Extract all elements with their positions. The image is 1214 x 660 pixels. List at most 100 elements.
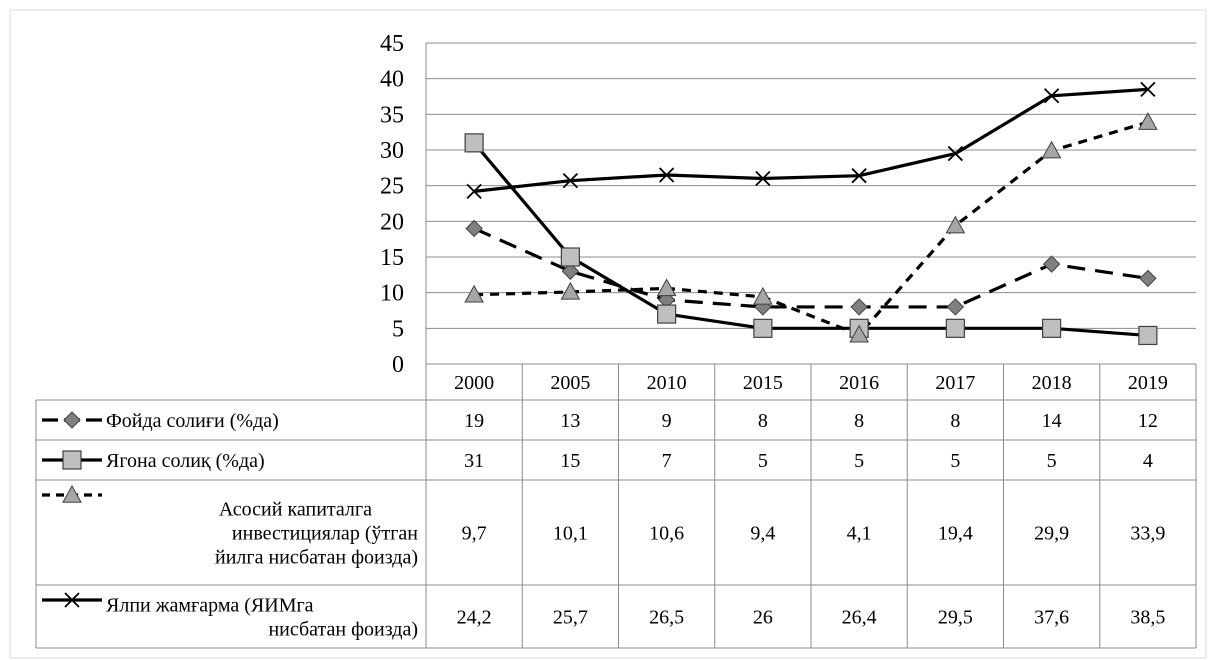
data-point [561,262,580,280]
data-point [1042,318,1062,338]
y-tick-label: 20 [380,209,404,235]
series-line [474,120,1149,337]
data-point [465,219,483,238]
data-point [464,284,484,303]
legend-entry: Асосий капиталга [219,499,372,521]
chart-frame [9,9,1207,659]
data-point [464,133,484,153]
data-point [753,318,773,338]
data-label: 25,7 [553,607,588,629]
category-label: 2018 [1032,372,1072,394]
data-point [1138,325,1158,346]
legend-entry: Ялпи жамғарма (ЯИМга [106,595,314,617]
data-point [947,145,964,162]
legend-key-marker [62,484,82,503]
series-line [473,227,1149,309]
y-tick-label: 40 [380,67,404,93]
y-axis-ticks: 0 5 10 15 20 25 30 35 40 45 [380,31,404,378]
data-label: 14 [1042,410,1062,432]
data-point [755,170,771,187]
y-tick-label: 30 [380,138,404,164]
y-tick-label: 45 [380,31,404,57]
data-point [1140,81,1156,98]
data-point [1042,255,1061,273]
data-point [657,304,677,324]
series-line [473,87,1148,193]
data-label: 19,4 [938,523,973,545]
data-point [945,318,965,338]
data-label: 8 [950,410,960,432]
category-label: 2010 [647,372,687,394]
data-label: 33,9 [1130,523,1165,545]
data-point [851,168,867,184]
data-label: 26,4 [842,607,877,629]
series-markers [464,81,1158,346]
legend-key-marker [62,450,82,470]
category-label: 2016 [839,372,879,394]
data-point [753,286,773,305]
y-tick-label: 10 [380,281,404,307]
data-point [1041,140,1062,159]
y-tick-label: 5 [392,316,404,342]
category-label: 2015 [743,372,783,394]
category-label: 2000 [454,372,494,394]
data-point [560,247,580,267]
data-label: 5 [950,450,960,472]
data-point [945,215,966,234]
legend-entry: йилга нисбатан фоизда) [215,547,418,569]
legend-entry: нисбатан фоизда) [268,619,418,641]
data-label: 5 [1047,450,1057,472]
legend-key-marker [63,411,81,429]
data-label: 7 [662,450,672,472]
data-label: 5 [758,450,768,472]
data-label: 9 [662,410,672,432]
data-point [1138,112,1158,130]
data-label: 4 [1143,450,1153,472]
legend-entry: Фойда солиғи (%да) [106,410,279,432]
data-label: 10,1 [553,523,588,545]
data-label: 37,6 [1034,607,1069,629]
data-point [658,167,675,183]
data-point [849,324,869,343]
data-label: 38,5 [1130,607,1165,629]
y-tick-label: 35 [380,102,404,128]
data-label: 29,5 [938,607,973,629]
data-point [656,278,677,297]
data-point [850,298,868,316]
series-line [472,141,1148,338]
data-label: 26 [753,607,773,629]
series-lines [472,87,1149,338]
data-label: 5 [854,450,864,472]
data-point [560,281,581,300]
data-label: 24,2 [457,607,492,629]
y-tick-label: 15 [380,245,404,271]
data-point [1043,88,1060,104]
data-point [466,183,482,200]
category-label: 2005 [550,372,590,394]
data-point [562,173,579,189]
data-label: 29,9 [1034,523,1069,545]
legend-entry: инвестициялар (ўтган [232,523,418,545]
data-label: 9,7 [462,523,487,545]
data-label: 9,4 [750,523,775,545]
data-label: 15 [560,450,580,472]
data-label: 12 [1138,410,1158,432]
data-label: 19 [464,410,484,432]
data-label: 13 [560,410,580,432]
data-label: 8 [854,410,864,432]
data-label: 26,5 [649,607,684,629]
data-label: 8 [758,410,768,432]
y-tick-label: 0 [392,352,404,378]
legend-entry: Ягона солиқ (%да) [106,450,265,472]
y-tick-label: 25 [380,174,404,200]
data-point [1139,269,1157,288]
category-label: 2019 [1128,372,1168,394]
category-label: 2017 [935,372,975,394]
data-label: 10,6 [649,523,684,545]
data-label: 4,1 [847,523,872,545]
data-point [946,298,965,316]
data-label: 31 [464,450,484,472]
legend-key-marker [64,592,80,608]
